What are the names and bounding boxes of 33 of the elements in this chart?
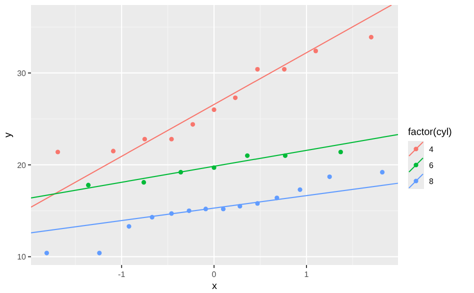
x-tick-label: 1 [304,270,310,279]
x-tick-label: 0 [212,270,217,279]
point [142,136,148,142]
x-axis-title: x [212,281,217,292]
point [110,148,116,154]
legend-title: factor(cyl) [408,127,452,138]
point [255,67,260,72]
point [141,180,146,185]
point [282,67,287,72]
point [126,224,132,229]
point [97,250,102,256]
x-tick-label: -1 [118,270,126,279]
y-axis-title: y [3,132,14,138]
point [245,153,250,158]
point [86,182,91,188]
point [190,122,196,127]
legend-label: 6 [429,161,434,170]
point [313,48,318,54]
point [327,174,332,180]
point [338,150,343,154]
point [56,150,60,154]
point [44,250,50,256]
y-tick-label: 20 [17,160,27,170]
legend-label: 4 [429,145,434,154]
point [368,34,374,40]
y-tick-label: 10 [17,252,27,262]
legend-label: 8 [429,177,434,186]
point [212,107,216,112]
point [169,136,174,142]
point [298,187,302,192]
y-tick-label: 30 [17,68,27,78]
point [380,170,385,175]
point [233,95,238,100]
